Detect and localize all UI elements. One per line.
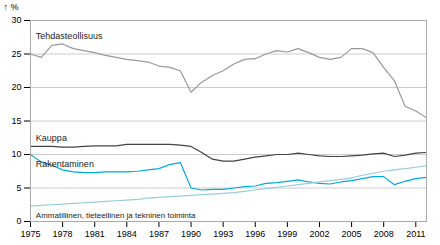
svg-text:1978: 1978 <box>53 229 73 239</box>
svg-text:1987: 1987 <box>149 229 169 239</box>
svg-text:2002: 2002 <box>309 229 329 239</box>
svg-text:2005: 2005 <box>342 229 362 239</box>
svg-text:2011: 2011 <box>406 229 425 239</box>
svg-text:15: 15 <box>11 116 21 126</box>
svg-text:1996: 1996 <box>245 229 265 239</box>
svg-text:Rakentaminen: Rakentaminen <box>36 159 94 169</box>
svg-text:2008: 2008 <box>374 229 394 239</box>
svg-text:25: 25 <box>11 49 21 59</box>
svg-text:20: 20 <box>11 82 21 92</box>
svg-text:1993: 1993 <box>213 229 233 239</box>
svg-text:1981: 1981 <box>85 229 105 239</box>
svg-text:1999: 1999 <box>277 229 297 239</box>
svg-text:Ammatillinen, tieteellinen ja: Ammatillinen, tieteellinen ja tekninen t… <box>36 211 196 220</box>
svg-text:1990: 1990 <box>181 229 201 239</box>
svg-text:1975: 1975 <box>20 229 40 239</box>
svg-text:10: 10 <box>11 149 21 159</box>
svg-text:1984: 1984 <box>117 229 137 239</box>
svg-text:↑ %: ↑ % <box>4 2 19 12</box>
svg-text:Kauppa: Kauppa <box>36 133 67 143</box>
svg-text:0: 0 <box>16 216 21 226</box>
svg-text:5: 5 <box>16 183 21 193</box>
svg-text:30: 30 <box>11 15 21 25</box>
svg-text:Tehdasteollisuus: Tehdasteollisuus <box>36 31 103 41</box>
